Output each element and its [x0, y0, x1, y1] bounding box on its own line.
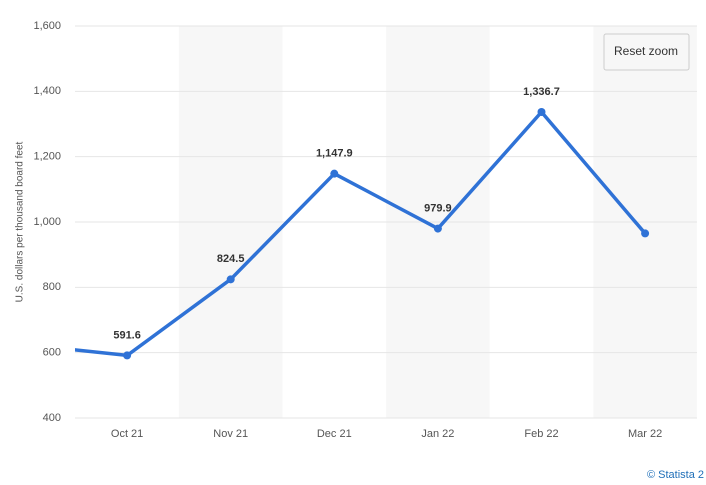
data-label: 1,147.9: [316, 148, 353, 160]
data-point: [537, 108, 546, 117]
reset-zoom-button[interactable]: Reset zoom: [603, 33, 690, 71]
data-point: [20, 341, 28, 349]
y-tick-label: 1,200: [33, 151, 61, 163]
data-label: 1,336.7: [523, 86, 560, 98]
y-tick-label: 800: [43, 281, 61, 293]
x-tick-label: Oct 21: [111, 428, 143, 440]
data-label: 979.9: [424, 202, 452, 214]
data-point: [641, 229, 650, 238]
reset-zoom-label[interactable]: Reset zoom: [614, 44, 678, 58]
data-point: [123, 351, 132, 360]
y-tick-label: 1,600: [33, 20, 61, 32]
y-tick-label: 400: [43, 412, 61, 424]
y-tick-label: 600: [43, 347, 61, 359]
data-point: [226, 275, 235, 284]
data-point: [330, 169, 339, 178]
data-label: 591.6: [113, 329, 141, 341]
credit[interactable]: © Statista 2: [647, 469, 704, 481]
x-tick-label: Feb 22: [524, 428, 558, 440]
data-point: [433, 224, 442, 233]
x-tick-label: Dec 21: [317, 428, 352, 440]
y-tick-label: 1,000: [33, 216, 61, 228]
x-tick-label: Jan 22: [421, 428, 454, 440]
y-axis-label: U.S. dollars per thousand board feet: [15, 141, 26, 302]
x-tick-label: Nov 21: [213, 428, 248, 440]
y-tick-label: 1,400: [33, 85, 61, 97]
data-label: 824.5: [217, 253, 245, 265]
x-tick-label: Mar 22: [628, 428, 662, 440]
